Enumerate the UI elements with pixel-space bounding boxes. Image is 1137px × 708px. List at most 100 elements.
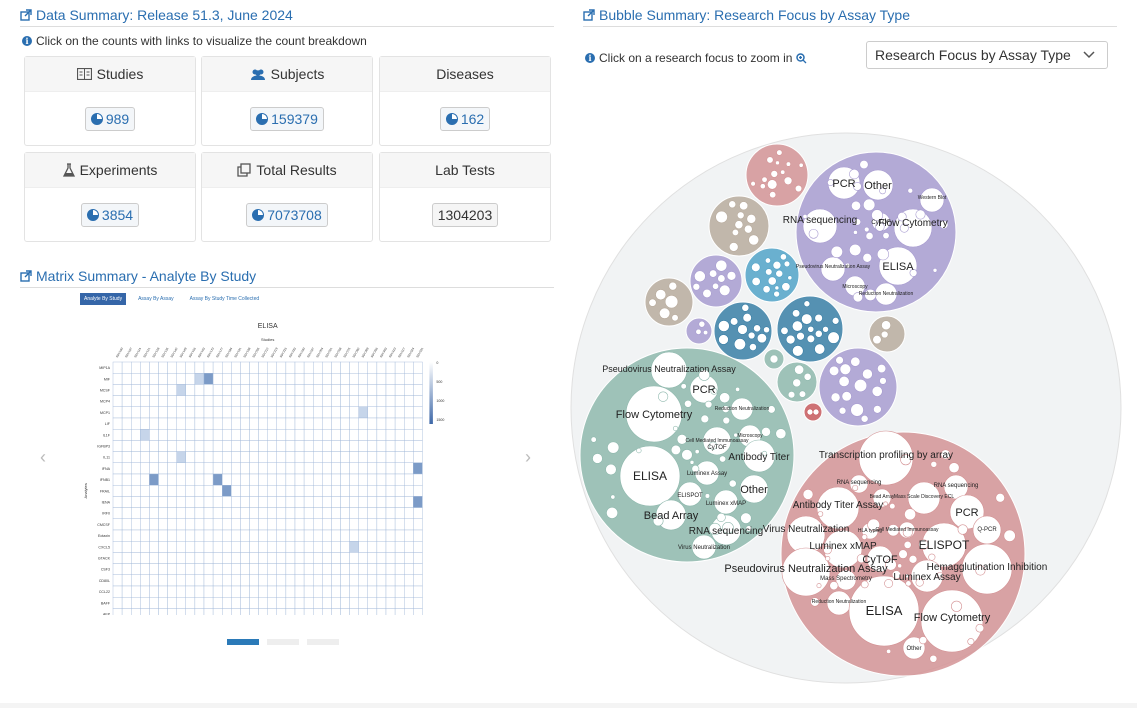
bubble-child[interactable] bbox=[677, 481, 703, 507]
matrix-cell[interactable] bbox=[394, 361, 405, 374]
matrix-cell[interactable] bbox=[167, 440, 177, 452]
matrix-cell[interactable] bbox=[203, 507, 214, 520]
bubble-child[interactable] bbox=[860, 580, 869, 589]
matrix-cell[interactable] bbox=[249, 496, 259, 508]
bubble-child[interactable] bbox=[864, 288, 877, 301]
matrix-cell[interactable] bbox=[203, 361, 214, 374]
matrix-cell[interactable] bbox=[340, 507, 350, 520]
bubble-child[interactable] bbox=[762, 285, 771, 294]
matrix-cell[interactable] bbox=[185, 563, 196, 576]
bubble-child[interactable] bbox=[839, 363, 852, 375]
matrix-cell[interactable] bbox=[167, 451, 177, 464]
matrix-cell[interactable] bbox=[312, 496, 323, 508]
matrix-cell[interactable] bbox=[140, 451, 150, 464]
bubble-group-red-tiny[interactable] bbox=[803, 402, 823, 422]
matrix-cell[interactable] bbox=[112, 440, 123, 452]
matrix-cell[interactable] bbox=[212, 372, 223, 385]
bubble-child[interactable] bbox=[859, 160, 869, 170]
bubble-child[interactable] bbox=[879, 187, 886, 195]
matrix-cell[interactable] bbox=[276, 608, 287, 620]
matrix-cell[interactable] bbox=[258, 484, 268, 497]
bubble-child[interactable] bbox=[657, 391, 669, 402]
matrix-cell[interactable] bbox=[276, 440, 287, 452]
matrix-cell[interactable] bbox=[267, 361, 277, 374]
matrix-cell[interactable] bbox=[194, 417, 205, 430]
bubble-group-blue-2[interactable] bbox=[713, 301, 773, 361]
matrix-cell[interactable] bbox=[185, 518, 196, 531]
matrix-cell[interactable] bbox=[413, 462, 423, 475]
bubble-child[interactable] bbox=[899, 223, 909, 233]
bubble-child[interactable] bbox=[703, 330, 709, 336]
matrix-cell[interactable] bbox=[349, 473, 359, 486]
matrix-cell[interactable] bbox=[212, 406, 223, 419]
matrix-cell[interactable] bbox=[267, 507, 277, 520]
matrix-cell[interactable] bbox=[294, 552, 305, 564]
matrix-cell[interactable] bbox=[331, 484, 341, 497]
matrix-cell[interactable] bbox=[340, 384, 350, 396]
matrix-cell[interactable] bbox=[394, 608, 405, 620]
bubble-child[interactable] bbox=[816, 486, 860, 530]
matrix-cell[interactable] bbox=[367, 428, 378, 441]
matrix-cell[interactable] bbox=[303, 518, 314, 531]
matrix-cell[interactable] bbox=[376, 395, 387, 407]
matrix-cell[interactable] bbox=[303, 552, 314, 564]
matrix-cell[interactable] bbox=[340, 473, 350, 486]
matrix-cell[interactable] bbox=[258, 462, 268, 475]
matrix-cell[interactable] bbox=[276, 361, 287, 374]
matrix-cell[interactable] bbox=[258, 529, 268, 542]
bubble-child[interactable] bbox=[995, 493, 1005, 503]
bubble-child[interactable] bbox=[828, 365, 840, 376]
bubble-child[interactable] bbox=[798, 162, 804, 168]
matrix-cell[interactable] bbox=[112, 395, 123, 407]
matrix-cell[interactable] bbox=[349, 372, 359, 385]
matrix-cell[interactable] bbox=[267, 406, 277, 419]
bubble-child[interactable] bbox=[767, 179, 778, 190]
matrix-cell[interactable] bbox=[112, 384, 123, 396]
matrix-cell[interactable] bbox=[194, 518, 205, 531]
matrix-cell[interactable] bbox=[240, 395, 250, 407]
bubble-child[interactable] bbox=[823, 545, 832, 555]
matrix-cell[interactable] bbox=[294, 384, 305, 396]
matrix-cell[interactable] bbox=[167, 406, 177, 419]
matrix-cell[interactable] bbox=[212, 428, 223, 441]
bubble-child[interactable] bbox=[721, 405, 730, 413]
matrix-cell[interactable] bbox=[231, 563, 241, 576]
matrix-cell[interactable] bbox=[413, 384, 423, 396]
bubble-child[interactable] bbox=[769, 191, 777, 199]
bubble-child[interactable] bbox=[886, 648, 892, 654]
matrix-cell[interactable] bbox=[194, 451, 205, 464]
matrix-cell[interactable] bbox=[285, 462, 296, 475]
matrix-cell[interactable] bbox=[312, 540, 323, 553]
matrix-cell[interactable] bbox=[121, 563, 132, 576]
bubble-child[interactable] bbox=[861, 534, 868, 540]
matrix-cell[interactable] bbox=[285, 507, 296, 520]
matrix-cell[interactable] bbox=[340, 529, 350, 542]
matrix-cell[interactable] bbox=[385, 462, 396, 475]
matrix-cell[interactable] bbox=[231, 608, 241, 620]
bubble-group-blue-3[interactable] bbox=[776, 295, 844, 363]
matrix-cell[interactable] bbox=[240, 428, 250, 441]
matrix-cell[interactable] bbox=[131, 597, 141, 609]
matrix-cell[interactable] bbox=[267, 518, 277, 531]
matrix-cell[interactable] bbox=[303, 462, 314, 475]
matrix-cell[interactable] bbox=[194, 540, 205, 553]
matrix-cell[interactable] bbox=[149, 597, 159, 609]
matrix-cell[interactable] bbox=[185, 473, 196, 486]
matrix-cell[interactable] bbox=[367, 462, 378, 475]
matrix-cell[interactable] bbox=[294, 540, 305, 553]
matrix-cell[interactable] bbox=[331, 552, 341, 564]
matrix-cell[interactable] bbox=[140, 563, 150, 576]
matrix-cell[interactable] bbox=[231, 529, 241, 542]
matrix-cell[interactable] bbox=[231, 428, 241, 441]
bubble-child[interactable] bbox=[694, 270, 706, 283]
bubble-child[interactable] bbox=[806, 334, 816, 343]
matrix-cell[interactable] bbox=[158, 428, 168, 441]
bubble-child[interactable] bbox=[862, 368, 873, 380]
matrix-cell[interactable] bbox=[349, 608, 359, 620]
bubble-child[interactable] bbox=[775, 160, 780, 166]
matrix-cell[interactable] bbox=[112, 540, 123, 553]
matrix-cell[interactable] bbox=[240, 585, 250, 598]
matrix-cell[interactable] bbox=[322, 529, 332, 542]
matrix-cell[interactable] bbox=[121, 417, 132, 430]
bubble-child[interactable] bbox=[951, 600, 963, 612]
